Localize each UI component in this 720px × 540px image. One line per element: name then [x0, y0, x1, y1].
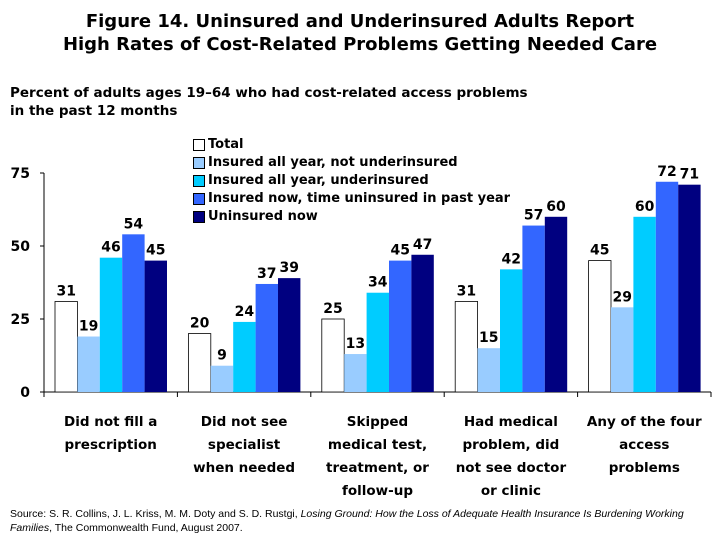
data-label: 45: [390, 243, 409, 259]
y-tick-label: 0: [20, 385, 30, 401]
bar: [210, 365, 234, 392]
bar: [655, 181, 679, 392]
category-label: problem, did: [462, 437, 559, 453]
bar: [544, 216, 568, 392]
source-note: Source: S. R. Collins, J. L. Kriss, M. M…: [10, 507, 720, 535]
category-label: Did not see: [201, 414, 288, 430]
bar: [678, 184, 701, 392]
data-label: 29: [612, 289, 631, 305]
legend-item: Uninsured now: [193, 208, 510, 226]
data-label: 19: [79, 319, 98, 335]
title-line-2: High Rates of Cost-Related Problems Gett…: [62, 34, 658, 55]
legend-item: Insured now, time uninsured in past year: [193, 190, 510, 208]
category-label: when needed: [193, 460, 295, 476]
legend-label: Insured now, time uninsured in past year: [208, 191, 511, 206]
bar: [633, 216, 656, 392]
legend: Total Insured all year, not underinsured I…: [193, 136, 510, 226]
data-label: 42: [501, 251, 520, 267]
legend-swatch: [193, 175, 205, 187]
bar: [77, 336, 100, 392]
legend-item: Total: [193, 136, 510, 154]
title-line-1: Figure 14. Uninsured and Underinsured Ad…: [85, 11, 635, 32]
data-label: 57: [524, 208, 543, 224]
category-label: problems: [609, 460, 680, 476]
legend-swatch: [193, 139, 205, 151]
bar: [122, 234, 145, 392]
subtitle-line-1: Percent of adults ages 19–64 who had cos…: [10, 85, 528, 101]
data-label: 15: [479, 330, 498, 346]
bar: [522, 225, 545, 392]
chart-title: Figure 14. Uninsured and Underinsured Ad…: [0, 10, 720, 56]
data-label: 25: [323, 301, 342, 317]
category-label: medical test,: [328, 437, 427, 453]
y-tick-label: 50: [11, 239, 31, 255]
data-label: 34: [368, 275, 388, 291]
legend-swatch: [193, 157, 205, 169]
bar: [500, 269, 523, 392]
chart-subtitle: Percent of adults ages 19–64 who had cos…: [10, 84, 528, 120]
data-label: 45: [590, 243, 609, 259]
bar: [255, 283, 278, 392]
legend-label: Total: [208, 137, 244, 152]
bar: [278, 278, 301, 392]
y-tick-label: 25: [11, 312, 30, 328]
category-label: access: [619, 437, 669, 453]
bar: [389, 260, 412, 392]
data-label: 39: [279, 260, 298, 276]
data-label: 60: [546, 199, 566, 215]
legend-label: Insured all year, not underinsured: [208, 155, 458, 170]
data-label: 20: [190, 316, 210, 332]
data-label: 31: [457, 283, 476, 299]
bar: [54, 301, 78, 393]
bar: [611, 307, 634, 392]
bar: [99, 257, 123, 392]
category-label: Had medical: [464, 414, 558, 430]
data-label: 60: [635, 199, 655, 215]
data-label: 71: [680, 167, 699, 183]
bar: [454, 301, 479, 393]
bar: [187, 333, 212, 393]
legend-item: Insured all year, not underinsured: [193, 154, 510, 172]
bar: [411, 254, 434, 392]
data-label: 47: [413, 237, 432, 253]
source-prefix: Source: S. R. Collins, J. L. Kriss, M. M…: [10, 508, 301, 520]
category-label: or clinic: [481, 483, 541, 499]
category-label: specialist: [208, 437, 281, 453]
source-suffix: , The Commonwealth Fund, August 2007.: [49, 522, 243, 534]
category-label: follow-up: [342, 483, 413, 499]
category-label: not see doctor: [456, 460, 567, 476]
data-label: 37: [257, 266, 276, 282]
legend-swatch: [193, 193, 205, 205]
data-label: 54: [124, 216, 144, 232]
data-label: 45: [146, 243, 165, 259]
bar: [344, 354, 367, 392]
legend-label: Uninsured now: [208, 209, 318, 224]
bar: [366, 292, 389, 392]
bar: [321, 318, 345, 393]
data-label: 9: [217, 348, 227, 364]
y-tick-label: 75: [11, 166, 30, 182]
data-label: 31: [56, 283, 75, 299]
data-label: 24: [235, 304, 255, 320]
bar: [477, 348, 500, 392]
subtitle-line-2: in the past 12 months: [10, 103, 178, 119]
data-label: 46: [101, 240, 120, 256]
category-label: Did not fill a: [64, 414, 157, 430]
bar: [144, 260, 167, 392]
bar: [588, 260, 612, 393]
data-label: 72: [657, 164, 676, 180]
category-label: Skipped: [347, 414, 408, 430]
legend-swatch: [193, 211, 205, 223]
category-label: prescription: [64, 437, 156, 453]
legend-item: Insured all year, underinsured: [193, 172, 510, 190]
category-label: Any of the four: [587, 414, 702, 430]
category-label: treatment, or: [326, 460, 429, 476]
bar: [233, 321, 256, 392]
source-title: Losing Ground: How the Loss of Adequate …: [10, 508, 684, 534]
legend-label: Insured all year, underinsured: [208, 173, 429, 188]
data-label: 13: [346, 336, 365, 352]
